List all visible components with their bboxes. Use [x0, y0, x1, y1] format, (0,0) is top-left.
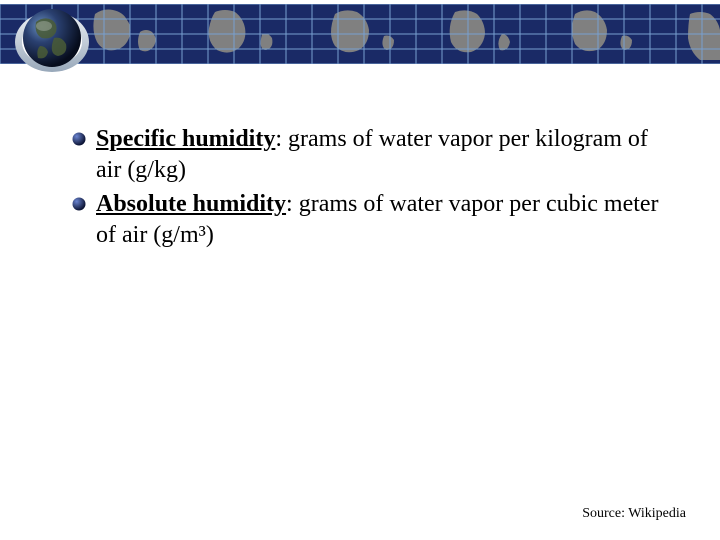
bullet-item: Absolute humidity: grams of water vapor … — [72, 189, 660, 250]
bullet-item: Specific humidity: grams of water vapor … — [72, 124, 660, 185]
term: Specific humidity — [96, 126, 275, 152]
bullet-icon — [72, 132, 86, 146]
content-area: Specific humidity: grams of water vapor … — [0, 68, 720, 251]
bullet-text: Specific humidity: grams of water vapor … — [96, 124, 660, 185]
source-text: Source: Wikipedia — [582, 506, 686, 521]
bullet-text: Absolute humidity: grams of water vapor … — [96, 189, 660, 250]
bullet-icon — [72, 197, 86, 211]
globe-icon — [14, 2, 90, 78]
banner — [0, 0, 720, 68]
source-footer: Source: Wikipedia — [582, 506, 686, 522]
world-map-grid — [0, 4, 720, 64]
term: Absolute humidity — [96, 191, 286, 217]
